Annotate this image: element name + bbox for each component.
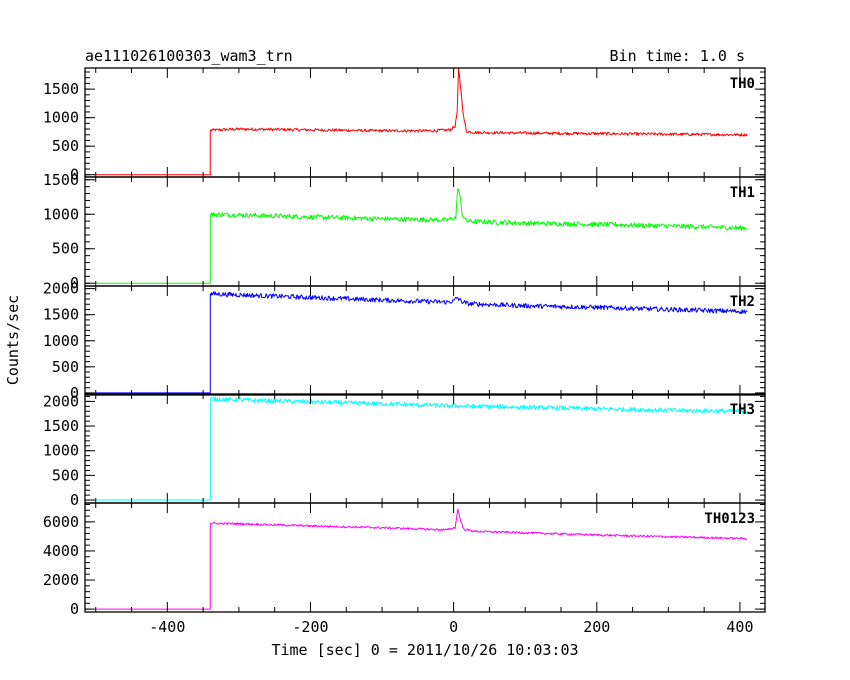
y-tick-label: 6000 [43,513,79,531]
x-axis-title: Time [sec] 0 = 2011/10/26 10:03:03 [271,641,578,659]
y-tick-label: 1000 [43,205,79,223]
y-tick-label: 2000 [43,392,79,410]
trace-th3 [95,396,748,501]
trace-th0123 [95,508,748,610]
y-tick-label: 2000 [43,280,79,298]
panel-name-label: TH1 [730,185,755,201]
trace-th2 [95,291,748,394]
y-axis-title: Counts/sec [4,295,22,385]
y-tick-label: 1000 [43,332,79,350]
y-tick-label: 0 [70,166,79,184]
y-tick-label: 500 [52,137,79,155]
y-tick-label: 0 [70,491,79,509]
y-tick-label: 500 [52,466,79,484]
figure-title: ae111026100303_wam3_trn [85,47,293,65]
y-tick-label: 1500 [43,306,79,324]
x-tick-label: -200 [292,618,328,636]
x-tick-label: 0 [449,618,458,636]
panel-frame [84,393,766,504]
panel-frame [84,285,766,396]
x-tick-label: 200 [583,618,610,636]
y-tick-label: 1500 [43,417,79,435]
y-tick-label: 500 [52,358,79,376]
panel-frame [84,67,766,178]
panel-th0123: 0 2000 4000 6000 TH0123 [43,502,766,618]
panel-frame [84,502,766,613]
y-tick-label: 0 [70,274,79,292]
panels-group: 0 500 1000 1500 TH0 0 500 1000 1500 TH1 0 500 1000 15… [43,67,766,636]
panel-th1: 0 500 1000 1500 TH1 [43,171,766,292]
y-tick-label: 2000 [43,571,79,589]
y-tick-label: 4000 [43,542,79,560]
y-tick-label: 0 [70,600,79,618]
y-tick-label: 1000 [43,109,79,127]
y-tick-label: 0 [70,384,79,402]
y-tick-label: 500 [52,240,79,258]
panel-th0: 0 500 1000 1500 TH0 [43,67,766,184]
x-tick-label: -400 [149,618,185,636]
y-tick-label: 1000 [43,442,79,460]
panel-name-label: TH3 [730,402,755,418]
panel-name-label: TH0123 [704,511,755,527]
panel-th3: 0 500 1000 1500 2000 TH3 [43,392,766,509]
y-tick-label: 1500 [43,171,79,189]
trace-th0 [95,67,748,176]
panel-th2: 0 500 1000 1500 2000 TH2 [43,280,766,402]
y-tick-label: 1500 [43,80,79,98]
bin-time-label: Bin time: 1.0 s [610,47,745,65]
panel-name-label: TH0 [730,76,755,92]
panel-name-label: TH2 [730,294,755,310]
x-tick-label: 400 [726,618,753,636]
trace-th1 [95,188,748,284]
panel-frame [84,176,766,287]
